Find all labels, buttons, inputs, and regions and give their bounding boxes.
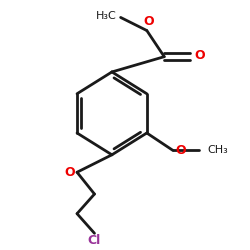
Text: O: O (64, 166, 75, 179)
Text: O: O (175, 144, 186, 157)
Text: CH₃: CH₃ (208, 146, 229, 156)
Text: O: O (144, 15, 154, 28)
Text: Cl: Cl (88, 234, 101, 248)
Text: H₃C: H₃C (96, 11, 116, 21)
Text: O: O (195, 49, 205, 62)
